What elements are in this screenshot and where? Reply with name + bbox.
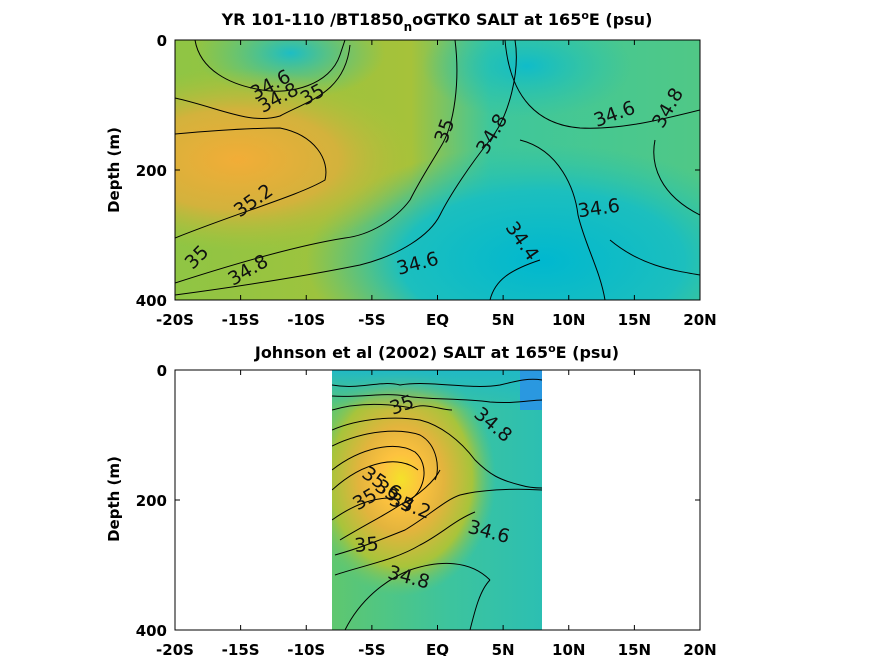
panel2-title: Johnson et al (2002) SALT at 165oE (psu) bbox=[254, 342, 619, 362]
x-tick-label: 15N bbox=[618, 641, 651, 656]
contour-line bbox=[332, 430, 438, 481]
contour-line bbox=[332, 404, 453, 411]
contour-line bbox=[519, 139, 606, 300]
x-tick-label: 5N bbox=[492, 311, 515, 329]
contour-line bbox=[609, 239, 700, 276]
y-tick-label: 400 bbox=[136, 292, 167, 310]
x-tick-label: 10N bbox=[552, 311, 585, 329]
contour-line bbox=[175, 40, 458, 284]
contour-line bbox=[334, 488, 542, 556]
y-tick-label: 0 bbox=[157, 362, 167, 380]
panel2-salinity-field bbox=[332, 370, 542, 630]
contour-line bbox=[334, 511, 476, 576]
contour-value-label: 35 bbox=[354, 533, 380, 557]
contour-line bbox=[332, 445, 425, 501]
contour-line bbox=[332, 378, 542, 387]
contour-line bbox=[332, 417, 542, 489]
x-tick-label: -15S bbox=[222, 641, 260, 656]
x-tick-label: 20N bbox=[683, 311, 716, 329]
panel2-y-ticks: 0 200 400 bbox=[136, 362, 700, 640]
x-tick-label: 10N bbox=[552, 641, 585, 656]
x-tick-label: -10S bbox=[287, 311, 325, 329]
contour-line bbox=[332, 497, 401, 521]
x-tick-label: -5S bbox=[358, 311, 385, 329]
contour-line bbox=[175, 44, 351, 120]
contour-line bbox=[653, 139, 700, 216]
x-tick-label: 15N bbox=[618, 311, 651, 329]
x-tick-label: -20S bbox=[156, 641, 194, 656]
panel2-x-ticks: -20S -15S -10S -5S EQ 5N 10N 15N 20N bbox=[156, 370, 717, 656]
contour-line bbox=[175, 127, 327, 239]
panel1-x-ticks: -20S -15S -10S -5S EQ 5N 10N 15N 20N bbox=[156, 40, 717, 329]
contour-line bbox=[194, 40, 346, 92]
panel2-y-axis-label: Depth (m) bbox=[105, 456, 123, 542]
contour-line bbox=[332, 461, 419, 491]
y-tick-label: 400 bbox=[136, 622, 167, 640]
contour-line bbox=[344, 562, 491, 630]
panel1-y-axis-label: Depth (m) bbox=[105, 127, 123, 213]
contour-line bbox=[175, 40, 517, 296]
x-tick-label: 5N bbox=[492, 641, 515, 656]
panel1-salinity-field bbox=[175, 40, 700, 300]
x-tick-label: -10S bbox=[287, 641, 325, 656]
x-tick-label: -5S bbox=[358, 641, 385, 656]
x-tick-label: EQ bbox=[426, 641, 449, 656]
contour-line bbox=[332, 394, 542, 404]
observed-salinity-panel: Johnson et al (2002) SALT at 165oE (psu)… bbox=[105, 342, 717, 656]
x-tick-label: 20N bbox=[683, 641, 716, 656]
y-tick-label: 200 bbox=[136, 162, 167, 180]
panel1-title: YR 101-110 /BT1850noGTK0 SALT at 165oE (… bbox=[221, 9, 653, 34]
x-tick-label: EQ bbox=[426, 311, 449, 329]
contour-line bbox=[469, 579, 491, 630]
x-tick-label: -15S bbox=[222, 311, 260, 329]
y-tick-label: 200 bbox=[136, 492, 167, 510]
contour-line bbox=[489, 259, 541, 300]
contour-line bbox=[339, 469, 441, 541]
panel1-y-ticks: 0 200 400 bbox=[136, 32, 700, 310]
x-tick-label: -20S bbox=[156, 311, 194, 329]
model-salinity-panel: YR 101-110 /BT1850noGTK0 SALT at 165oE (… bbox=[105, 9, 717, 329]
y-tick-label: 0 bbox=[157, 32, 167, 50]
contour-line bbox=[504, 40, 700, 129]
